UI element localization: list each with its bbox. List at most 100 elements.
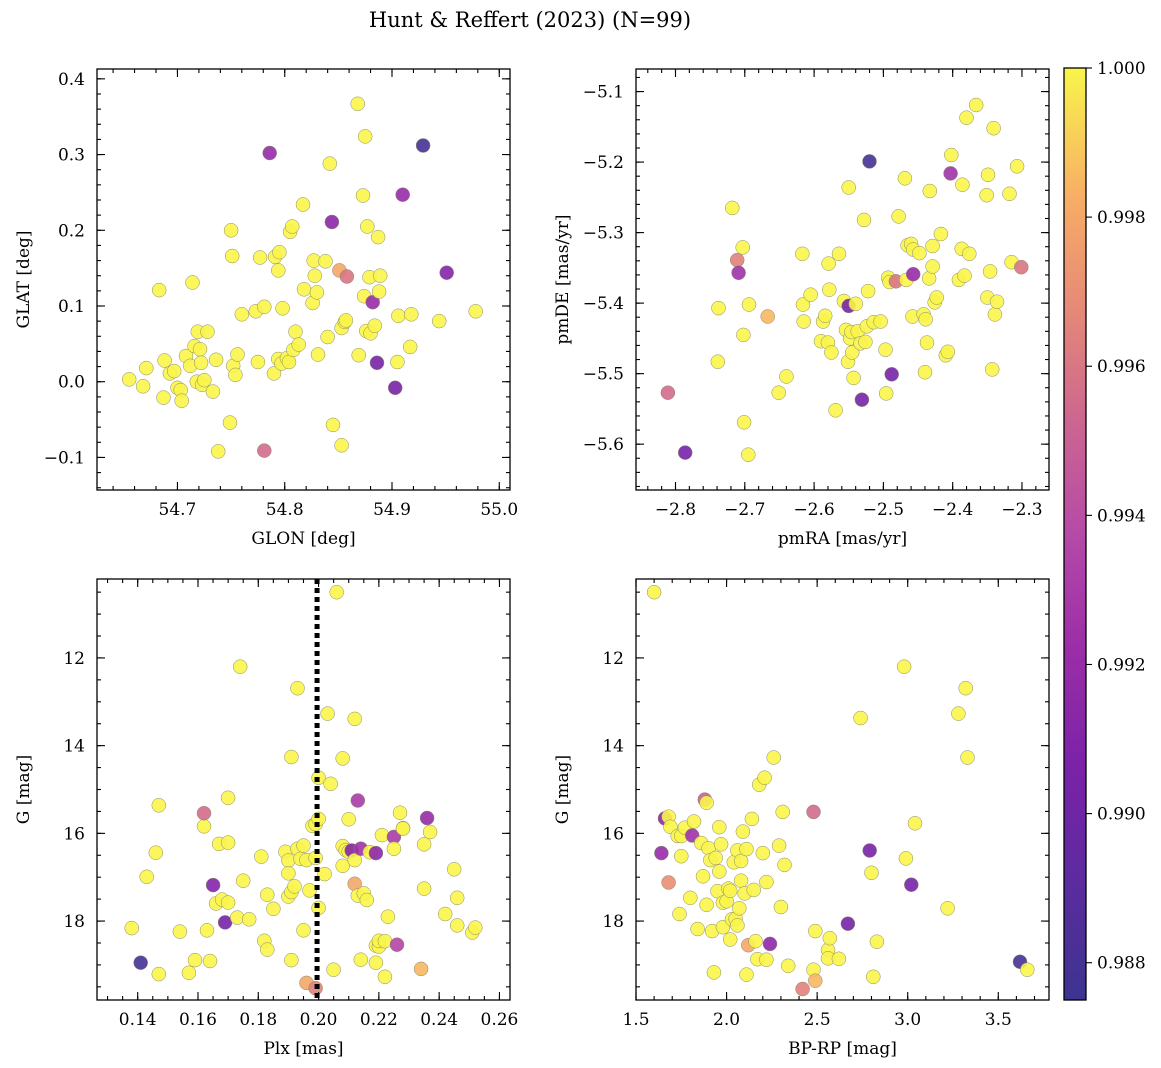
scatter-point	[284, 219, 300, 234]
scatter-point	[326, 962, 341, 977]
scatter-point	[695, 869, 711, 884]
scatter-point	[722, 883, 738, 899]
scatter-point	[121, 372, 137, 387]
scatter-point	[174, 393, 189, 408]
scatter-point	[124, 920, 139, 936]
scatter-point	[766, 750, 781, 765]
scatter-point	[866, 969, 881, 985]
scatter-point	[197, 372, 212, 388]
x-axis-label: Plx [mas]	[263, 1039, 343, 1059]
scatter-point	[395, 187, 410, 202]
scatter-point	[210, 444, 226, 459]
scatter-point	[808, 923, 823, 939]
scatter-point	[296, 838, 311, 853]
scatter-point	[374, 827, 390, 843]
x-tick-label: 2.0	[713, 1010, 740, 1030]
scatter-point	[848, 296, 863, 312]
scatter-point	[795, 246, 810, 262]
scatter-point	[722, 932, 738, 947]
scatter-point	[873, 314, 888, 329]
scatter-point	[235, 873, 251, 888]
scatter-point	[347, 852, 362, 868]
scatter-point	[917, 364, 933, 380]
scatter-point	[449, 890, 465, 906]
scatter-point	[759, 874, 774, 890]
scatter-point	[320, 329, 335, 345]
scatter-point	[773, 899, 789, 915]
scatter-point	[290, 680, 305, 696]
y-tick-label: 18	[63, 912, 85, 932]
axes-frame	[635, 68, 1050, 491]
x-tick-label: 0.20	[300, 1010, 338, 1030]
scatter-point	[262, 145, 277, 161]
scatter-point	[869, 934, 885, 949]
scatter-point	[1009, 159, 1025, 174]
scatter-point	[677, 445, 693, 460]
scatter-point	[844, 345, 860, 360]
scatter-point	[699, 897, 714, 913]
scatter-point	[856, 212, 872, 228]
scatter-point	[919, 335, 935, 350]
y-axis-label: GLAT [deg]	[14, 230, 34, 328]
scatter-point	[271, 263, 286, 278]
scatter-point	[686, 814, 702, 829]
scatter-point	[309, 285, 325, 300]
scatter-point	[368, 955, 384, 970]
x-axis-label: BP-RP [mag]	[788, 1039, 897, 1059]
scatter-point	[272, 244, 287, 260]
scatter-point	[254, 849, 269, 864]
scatter-point	[380, 909, 396, 924]
scatter-point	[1014, 259, 1029, 275]
panel-plx-g: 0.14 0.16 0.18 0.20 0.22 0.24 0.26 12 14 16 18 Plx …	[14, 578, 518, 1059]
scatter-point	[646, 584, 662, 600]
scatter-point	[350, 96, 365, 112]
scatter-point	[148, 845, 164, 860]
scatter-point	[824, 345, 839, 360]
scatter-point	[822, 282, 837, 297]
scatter-point	[220, 895, 236, 910]
axes-frame	[96, 68, 511, 491]
scatter-point	[325, 417, 341, 433]
scatter-point	[367, 318, 383, 333]
scatter-point	[955, 177, 970, 192]
scatter-point	[803, 287, 818, 302]
scatter-point	[202, 953, 218, 969]
scatter-point	[796, 314, 811, 329]
colorbar: 0.988 0.990 0.992 0.994 0.996 0.998 1.000	[1063, 59, 1146, 1001]
x-tick-label: 2.5	[804, 1010, 831, 1030]
scatter-point	[862, 843, 877, 858]
scatter-point	[371, 284, 387, 299]
scatter-point	[777, 857, 792, 873]
y-tick-label: −5.1	[583, 83, 624, 103]
scatter-point	[370, 229, 386, 245]
scatter-point	[712, 864, 727, 879]
scatter-point	[733, 853, 749, 869]
scatter-point	[422, 824, 438, 840]
scatter-point	[377, 969, 393, 985]
scatter-point	[250, 354, 266, 370]
scatter-point	[199, 923, 215, 938]
scatter-point	[762, 936, 778, 952]
scatter-point	[713, 837, 729, 852]
scatter-point	[878, 386, 894, 401]
scatter-point	[904, 877, 919, 892]
scatter-point	[228, 367, 243, 383]
scatter-point	[739, 841, 754, 857]
y-tick-label: 0.3	[58, 146, 85, 166]
scatter-point	[135, 379, 151, 394]
scatter-point	[897, 171, 913, 186]
scatter-point	[711, 300, 726, 316]
x-tick-label: 54.7	[159, 500, 197, 520]
scatter-point	[320, 706, 335, 721]
y-tick-label: −5.3	[583, 224, 624, 244]
scatter-point	[335, 858, 350, 874]
scatter-point	[275, 301, 290, 316]
scatter-point	[775, 804, 790, 820]
scatter-point	[404, 307, 419, 322]
x-axis-label: GLON [deg]	[251, 529, 355, 549]
scatter-point	[335, 751, 350, 766]
scatter-point	[822, 930, 838, 946]
scatter-point	[439, 265, 454, 280]
scatter-point	[771, 385, 786, 400]
scatter-point	[156, 390, 171, 405]
